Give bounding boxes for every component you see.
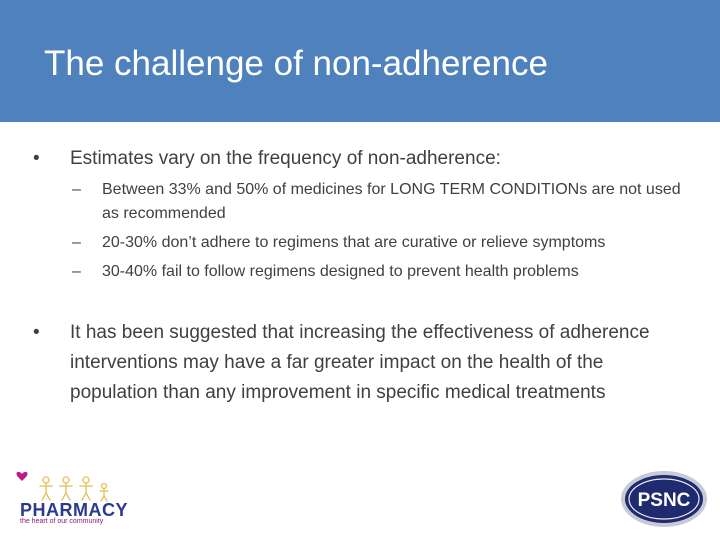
slide-title: The challenge of non-adherence <box>44 44 548 83</box>
bullet-marker: • <box>33 322 40 343</box>
psnc-logo-icon: PSNC <box>621 471 707 527</box>
title-bar: The challenge of non-adherence <box>0 0 720 122</box>
bullet-text: Estimates vary on the frequency of non-a… <box>70 148 501 169</box>
sub-bullet-list: – Between 33% and 50% of medicines for L… <box>72 178 692 289</box>
sub-bullet-marker: – <box>72 234 81 251</box>
bullet-item-estimates: • Estimates vary on the frequency of non… <box>33 144 690 280</box>
sub-bullet-item: – 30-40% fail to follow regimens designe… <box>72 260 692 284</box>
sub-bullet-text: Between 33% and 50% of medicines for LON… <box>102 181 681 222</box>
bullet-item-interventions: • It has been suggested that increasing … <box>33 318 695 408</box>
sub-bullet-item: – 20-30% don’t adhere to regimens that a… <box>72 231 692 255</box>
sub-bullet-text: 30-40% fail to follow regimens designed … <box>102 263 579 280</box>
pharmacy-logo-text: PHARMACY <box>20 500 129 520</box>
psnc-logo-text: PSNC <box>638 490 691 511</box>
bullet-text: It has been suggested that increasing th… <box>70 322 650 403</box>
psnc-logo: PSNC <box>618 468 710 530</box>
sub-bullet-text: 20-30% don’t adhere to regimens that are… <box>102 234 606 251</box>
pharmacy-logo-tagline: the heart of our community <box>20 518 104 525</box>
bullet-marker: • <box>33 148 40 169</box>
sub-bullet-marker: – <box>72 263 81 280</box>
sub-bullet-item: – Between 33% and 50% of medicines for L… <box>72 178 692 226</box>
pharmacy-figures-icon <box>16 471 109 502</box>
pharmacy-logo: PHARMACY the heart of our community <box>10 466 128 530</box>
sub-bullet-marker: – <box>72 181 81 198</box>
